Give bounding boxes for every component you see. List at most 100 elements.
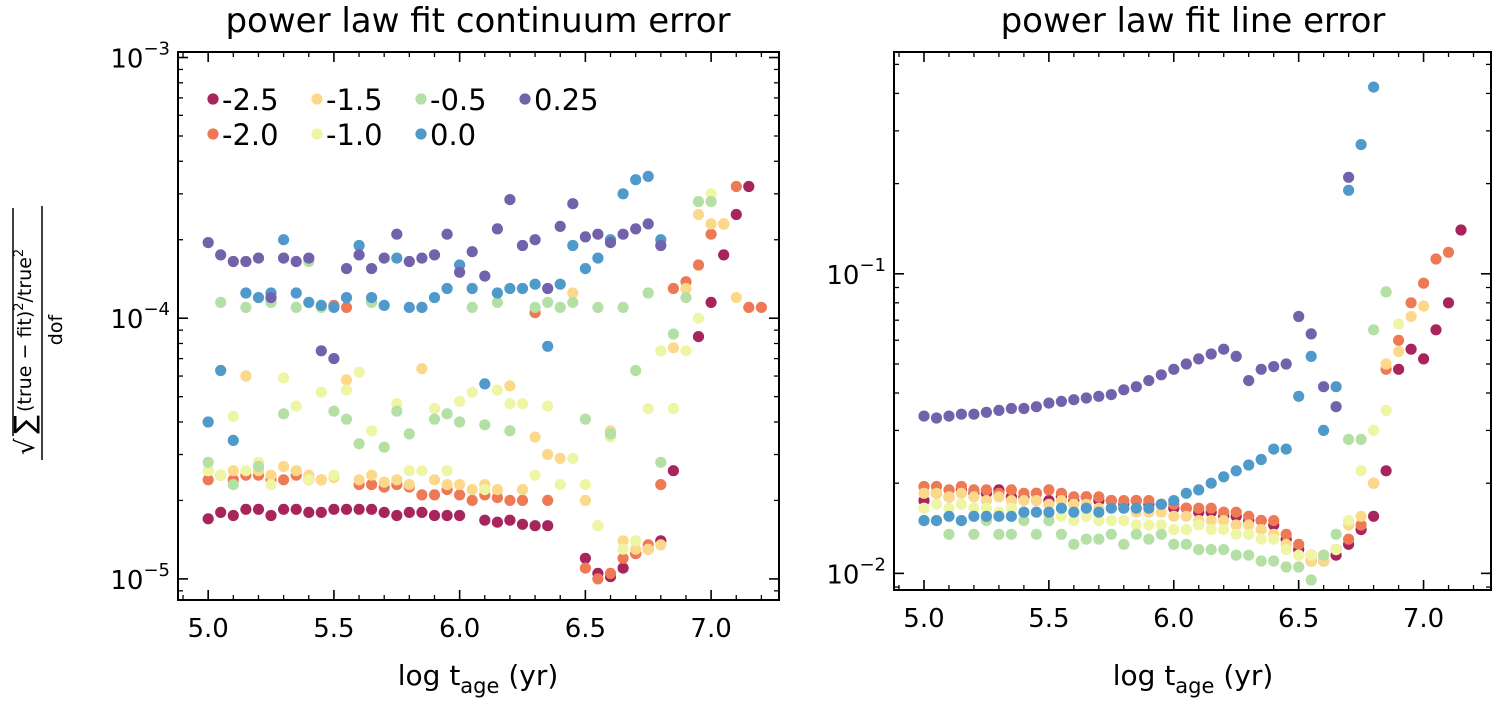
data-point [968,528,980,540]
data-point [303,474,315,486]
data-point [366,503,378,515]
data-point [1030,528,1042,540]
data-point [1205,502,1217,514]
x-tick-label: 7.0 [690,614,731,644]
data-point [315,474,327,486]
data-point [378,476,390,488]
data-point [1293,549,1305,561]
data-point [265,469,277,481]
data-point [554,452,566,464]
data-point [1218,471,1230,483]
legend-label: -2.5 [222,83,279,117]
data-point [252,503,265,515]
data-point [1093,515,1105,527]
data-point [1380,286,1392,298]
data-point [730,208,742,221]
data-point [378,506,390,518]
data-point [1093,533,1105,545]
data-point [1305,350,1317,362]
data-point [1193,544,1205,556]
data-point [1080,533,1092,545]
data-point [454,416,466,428]
data-point [542,520,554,532]
data-point [567,296,579,308]
data-point [1205,515,1217,527]
data-point [504,398,516,410]
data-point [1193,353,1205,365]
data-point [980,510,993,522]
data-point [1330,401,1342,413]
data-point [1080,392,1092,404]
y-axis-label-sum: ∑ [8,415,41,434]
data-point [466,301,478,313]
data-point [1205,524,1217,536]
data-point [579,562,592,574]
data-point [980,406,993,418]
right-x-axis-label: log tage (yr) [1113,659,1274,698]
data-point [265,292,277,304]
data-point [328,405,340,417]
data-point [1105,515,1117,527]
data-point [1380,358,1392,370]
left-axis-ticks: 5.0 5.5 6.0 6.5 7.0 10−5 10−4 10−3 [110,39,779,644]
data-point [579,413,592,425]
data-point [743,180,755,193]
data-point [290,287,302,299]
data-point [943,491,955,503]
data-point [755,301,768,313]
data-point [1205,477,1217,489]
data-point [1118,538,1130,550]
data-point [215,364,227,377]
data-point [1143,533,1155,545]
data-point [630,223,642,235]
data-point [1293,390,1305,402]
data-point [1293,538,1305,550]
data-point [278,408,290,420]
data-point [416,252,428,264]
left-series--0.5 [202,196,717,491]
data-point [403,301,415,313]
data-point [403,465,415,477]
data-point [1305,328,1317,340]
data-point [1268,533,1280,545]
y-tick-label: 10−3 [110,39,170,75]
data-point [1030,506,1042,518]
data-point [667,465,680,477]
data-point [491,484,503,496]
legend-marker [519,93,531,105]
data-point [265,479,277,491]
data-point [441,479,453,491]
data-point [1043,484,1055,496]
data-point [1080,502,1092,514]
data-point [730,180,742,193]
legend-marker [415,128,427,140]
x-tick-label: 6.5 [1278,604,1319,634]
data-point [579,494,592,506]
data-point [642,287,654,299]
data-point [655,239,667,252]
data-point [227,509,239,522]
data-point [1018,495,1030,507]
data-point [968,491,980,503]
data-point [918,487,930,499]
data-point [428,249,441,261]
data-point [1230,519,1242,531]
data-point [378,252,390,264]
data-point [1293,310,1305,323]
data-point [1418,277,1430,289]
data-point [454,479,466,491]
data-point [542,448,554,461]
legend-label: 0.0 [430,118,476,152]
data-point [1230,549,1242,561]
data-point [340,263,353,275]
data-point [1455,224,1467,236]
data-point [340,301,353,313]
data-point [315,299,327,311]
data-point [1168,495,1180,507]
data-point [592,252,604,264]
data-point [303,252,315,264]
data-point [290,400,302,412]
data-point [366,425,378,437]
y-tick-label: 10−1 [826,255,886,291]
right-chart-title: power law fit line error [1001,1,1386,41]
